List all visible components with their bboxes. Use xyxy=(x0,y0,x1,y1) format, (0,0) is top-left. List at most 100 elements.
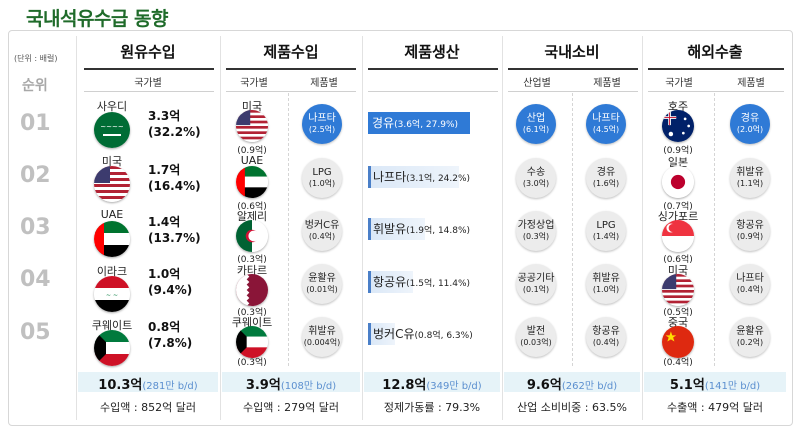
product-circle: LPG (1.0억) xyxy=(302,158,342,198)
amount-label: 수입액 : 279억 달러 xyxy=(243,401,339,414)
crude-value: 1.7억 (16.4%) xyxy=(148,163,201,193)
rank-header: 순위 xyxy=(22,78,48,94)
header-underline xyxy=(226,68,356,70)
subheader-country: 국가별 xyxy=(134,78,162,89)
product-circle: 항공유 (0.9억) xyxy=(730,211,770,251)
product-circle: 벙커C유 (0.4억) xyxy=(302,211,342,251)
product-circle: 윤활유 (0.2억) xyxy=(730,317,770,357)
header-export: 해외수출 xyxy=(687,43,743,61)
country-label: 쿠웨이트 xyxy=(91,319,133,332)
country-label: UAE xyxy=(240,154,264,167)
rank-04: 04 xyxy=(20,267,51,292)
crude-value: 0.8억 (7.8%) xyxy=(148,320,193,350)
country-label: 싱가포르 xyxy=(657,210,699,223)
header-crude-import: 원유수입 xyxy=(120,43,176,61)
china-flag-icon xyxy=(662,326,694,358)
subheader-line xyxy=(508,91,638,92)
country-value: (0.3억) xyxy=(237,358,267,368)
rank-02: 02 xyxy=(20,163,51,188)
product-circle: 나프타 (2.5억) xyxy=(302,104,342,144)
crude-value: 3.3억 (32.2%) xyxy=(148,109,201,139)
industry-circle: 발전 (0.03억) xyxy=(516,317,556,357)
crude-value: 1.0억 (9.4%) xyxy=(148,267,193,297)
country-label: 쿠웨이트 xyxy=(231,316,273,329)
uae-flag-icon xyxy=(94,221,130,257)
subheader-line xyxy=(226,91,356,92)
production-bar xyxy=(368,218,425,240)
total-value: 9.6억(262만 b/d) xyxy=(526,378,618,393)
usa-flag-icon xyxy=(94,166,130,202)
column-separator xyxy=(362,36,363,420)
subheader-line xyxy=(84,91,214,92)
country-value: (0.9억) xyxy=(237,146,267,156)
iraq-flag-icon: ~ ~ xyxy=(94,276,130,312)
kuwait-flag-icon xyxy=(236,326,268,358)
total-band xyxy=(644,372,786,392)
saudi-flag-icon: ~~~~ xyxy=(94,112,130,148)
column-separator xyxy=(642,36,643,420)
country-label: 중국 xyxy=(667,316,689,329)
subheader-product: 제품별 xyxy=(737,78,765,89)
industry-circle: 가정상업 (0.3억) xyxy=(516,211,556,251)
product-circle: 윤활유 (0.01억) xyxy=(302,264,342,304)
subheader-industry: 산업별 xyxy=(523,78,551,89)
country-label: UAE xyxy=(100,208,124,221)
rank-01: 01 xyxy=(20,111,51,136)
crude-value: 1.4억 (13.7%) xyxy=(148,215,201,245)
algeria-flag-icon xyxy=(236,220,268,252)
product-circle: 나프타 (4.5억) xyxy=(586,104,626,144)
australia-flag-icon xyxy=(662,110,694,142)
svg-text:~~~~: ~~~~ xyxy=(100,123,124,131)
production-bar-label: 벙커C유(0.8억, 6.3%) xyxy=(373,327,473,341)
qatar-flag-icon xyxy=(236,274,268,306)
country-label: 호주 xyxy=(667,100,689,113)
singapore-flag-icon xyxy=(662,220,694,252)
country-label: 미국 xyxy=(241,100,263,113)
header-production: 제품생산 xyxy=(404,43,460,61)
total-value: 12.8억(349만 b/d) xyxy=(382,378,482,393)
product-circle: 항공유 (0.4억) xyxy=(586,317,626,357)
production-bar-label: 경유(3.6억, 27.9%) xyxy=(372,116,459,130)
production-bar-label: 항공유(1.5억, 11.4%) xyxy=(373,275,471,289)
production-bar xyxy=(368,323,395,345)
header-underline xyxy=(508,68,638,70)
subheader-line xyxy=(648,91,784,92)
japan-flag-icon xyxy=(662,166,694,198)
kuwait-flag-icon xyxy=(94,330,130,366)
country-label: 일본 xyxy=(667,156,689,169)
column-separator xyxy=(502,36,503,420)
subheader-country: 국가별 xyxy=(240,78,268,89)
country-value: (0.3억) xyxy=(237,255,267,265)
country-label: 알제리 xyxy=(236,210,268,223)
uae-flag-icon xyxy=(236,166,268,198)
total-band xyxy=(364,372,500,392)
industry-circle: 산업 (6.1억) xyxy=(516,104,556,144)
country-value: (0.7억) xyxy=(663,202,693,212)
country-value: (0.9억) xyxy=(663,146,693,156)
total-band xyxy=(504,372,640,392)
product-circle: 휘발유 (1.1억) xyxy=(730,158,770,198)
inner-separator xyxy=(288,93,290,366)
total-value: 3.9억(108만 b/d) xyxy=(245,378,337,393)
subheader-product: 제품별 xyxy=(593,78,621,89)
subheader-product: 제품별 xyxy=(310,78,338,89)
production-bar-label: 나프타(3.1억, 24.2%) xyxy=(373,170,471,184)
subheader-country: 국가별 xyxy=(665,78,693,89)
country-label: 이라크 xyxy=(96,265,128,278)
country-value: (0.3억) xyxy=(237,308,267,318)
industry-circle: 공공기타 (0.1억) xyxy=(516,264,556,304)
country-label: 사우디 xyxy=(96,100,128,113)
page-title: 국내석유수급 동향 xyxy=(26,8,168,30)
column-separator xyxy=(76,36,77,420)
country-value: (0.4억) xyxy=(663,358,693,368)
header-underline xyxy=(368,68,498,70)
amount-label: 수입액 : 852억 달러 xyxy=(100,401,196,414)
product-circle: 휘발유 (1.0억) xyxy=(586,264,626,304)
inner-separator xyxy=(714,93,716,366)
product-circle: 나프타 (0.4억) xyxy=(730,264,770,304)
usa-flag-icon xyxy=(236,110,268,142)
column-separator xyxy=(220,36,221,420)
product-circle: LPG (1.4억) xyxy=(586,211,626,251)
total-value: 10.3억(281만 b/d) xyxy=(98,378,198,393)
product-circle: 경유 (2.0억) xyxy=(730,104,770,144)
